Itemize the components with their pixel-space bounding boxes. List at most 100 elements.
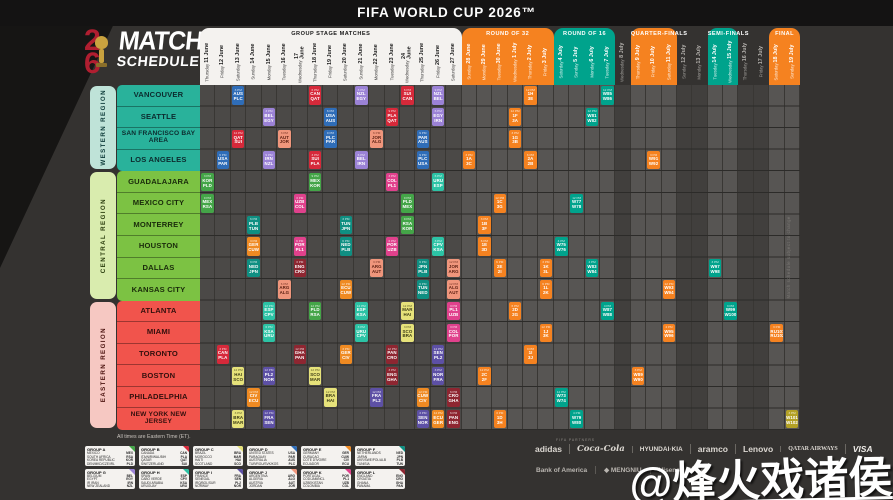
team-code: RSA <box>126 454 133 459</box>
team-name: ALGERIA <box>249 477 263 482</box>
legend-group-title: GROUP L <box>355 468 405 475</box>
team-code-away: W102 <box>786 419 798 425</box>
team-code-home: W85 <box>602 91 613 97</box>
sponsor-logo-aramco: aramco <box>689 444 735 454</box>
team-code-home: 2E <box>496 263 503 269</box>
team-code-home: FRA <box>264 414 274 420</box>
team-code-away: 2B <box>527 160 534 166</box>
team-name: CURACAO <box>303 454 319 459</box>
kickoff-time: 6 PM <box>388 238 396 243</box>
legend-team-row: QATAR QAT <box>139 458 189 462</box>
date-column-header: Thursday 2 July <box>523 41 538 83</box>
legend-team-row: CABO VERDE CPV <box>139 477 189 481</box>
team-code-home: HAI <box>234 371 243 377</box>
kickoff-time: 6 PM <box>542 281 550 286</box>
team-code-home: NOR <box>433 371 444 377</box>
match-cell-group-H: 6 PM KSA URU <box>262 323 276 342</box>
legend-team-row: AUSTRALIA AUS <box>247 458 297 462</box>
match-cell-group-E: 12 PM CUW CIV <box>416 388 430 407</box>
match-cell-r32: 12 PM 1J 3K <box>539 323 553 342</box>
day-of-week: Monday <box>373 64 379 81</box>
date-label: 5 July <box>573 46 580 62</box>
match-cell-group-A: 9 PM MEX RSA <box>201 194 214 213</box>
team-code-away: 3F <box>481 225 488 231</box>
team-code-away: CIV <box>419 398 427 404</box>
team-code: BRA <box>234 451 241 456</box>
day-of-week: Saturday <box>558 61 564 79</box>
team-code-away: 3A <box>512 117 519 123</box>
legend-team-row: SENEGAL SEN <box>193 477 243 482</box>
kickoff-time: 6 PM <box>449 411 458 416</box>
grid-column <box>200 85 216 430</box>
kickoff-time: 3 PM <box>496 411 504 416</box>
team-code-home: 1F <box>512 112 518 118</box>
match-cell-group-A: 3 PM KOR PLD <box>201 172 214 191</box>
day-of-week: Tuesday <box>604 61 610 79</box>
stage-label-r16: ROUND OF 16 <box>563 31 607 37</box>
team-code-away: W88 <box>602 311 613 317</box>
grid-column <box>338 85 354 430</box>
team-code: ALG <box>288 477 295 482</box>
team-code-home: POR <box>294 242 305 248</box>
kickoff-time: 6 PM <box>511 303 519 308</box>
team-name: TUR/ROU/SVK/KOS <box>249 461 279 466</box>
date-label: 27 June <box>450 42 457 63</box>
team-code: AUT <box>288 480 295 485</box>
team-code-home: TUN <box>418 285 428 291</box>
date-column-header: Friday 10 July <box>646 41 661 83</box>
team-code-home: PLA <box>387 112 397 118</box>
match-cell-group-L: 12 PM PAN CRO <box>385 345 399 364</box>
match-cell-group-D: 6 PM USA AUS <box>324 107 337 127</box>
match-cell-group-K: 6 PM POR UZB <box>385 237 399 256</box>
match-cell-group-B: 3 PM CAN PLA <box>216 345 230 364</box>
kickoff-time: 3 PM <box>449 303 458 308</box>
team-code: ARG <box>287 473 295 478</box>
grid-column <box>753 85 770 430</box>
kickoff-time: 12 PM <box>402 303 412 308</box>
date-column-header: Tuesday 7 July <box>600 41 615 83</box>
sponsor-logo-visa: VISA <box>844 444 880 454</box>
legend-group-title: GROUP E <box>301 446 351 452</box>
team-code-away: PLA <box>218 355 228 361</box>
team-code-home: CUW <box>417 393 429 399</box>
match-cell-group-G: 9 PM NZL BEL <box>431 86 445 105</box>
legend-team-row: GERMANY GER <box>301 451 351 455</box>
team-code-home: 1E <box>481 242 488 248</box>
date-label: 23 June <box>388 43 395 64</box>
legend-team-row: ITA/NIR/WAL/BIH PLA <box>139 455 189 459</box>
team-code-away: SCO <box>233 376 244 382</box>
team-name: SENEGAL <box>195 477 211 482</box>
date-label: 13 June <box>234 42 241 63</box>
region-bar-1: CENTRAL REGION <box>90 172 116 299</box>
team-code: GHA <box>395 480 403 485</box>
team-code-home: COL <box>387 177 397 183</box>
date-label: 11 July <box>665 43 672 62</box>
team-code-home: PLD <box>402 199 412 205</box>
kickoff-time: 12 PM <box>495 195 505 200</box>
kickoff-time: 3 PM <box>265 109 273 114</box>
team-code-away: UZB <box>448 311 459 317</box>
team-name: EGYPT <box>87 477 98 482</box>
match-cell-group-C: 12 PM BRA HAI <box>324 388 337 407</box>
match-cell-group-E: 3 PM GER CIV <box>339 345 353 364</box>
day-of-week: Monday <box>266 64 272 81</box>
kickoff-time: 12 PM <box>356 303 366 308</box>
team-name: COD/JAM/NCL <box>303 477 325 482</box>
team-code-home: W81 <box>587 112 597 118</box>
team-code-home: URU <box>433 177 444 183</box>
kickoff-time: 3 PM <box>434 238 442 243</box>
date-label: 18 June <box>311 42 318 63</box>
stage-label-group: GROUP STAGE MATCHES <box>291 31 371 37</box>
team-name: CROATIA <box>357 477 371 482</box>
team-code-away: W78 <box>572 204 582 210</box>
legend-team-row: AUSTRIA AUT <box>247 480 297 485</box>
match-cell-group-K: 3 PM PL1 UZB <box>447 302 460 321</box>
match-cell-r32: 6 PM 2A 2B <box>524 151 537 170</box>
team-code-home: W73 <box>556 393 566 399</box>
kickoff-time: 12 PM <box>264 411 274 416</box>
day-of-week: Friday <box>650 65 656 78</box>
team-code-home: 1A <box>466 156 472 162</box>
region-label: CENTRAL REGION <box>99 197 107 274</box>
team-code-away: KOR <box>310 182 321 188</box>
day-of-week: Thursday <box>742 62 748 81</box>
